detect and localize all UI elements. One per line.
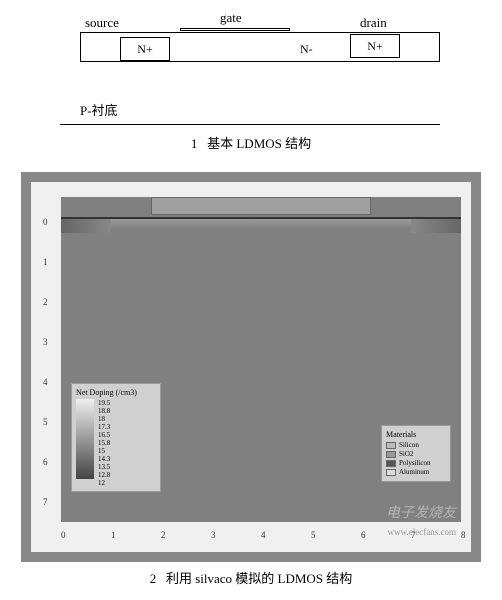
source-contact xyxy=(61,219,111,233)
doping-value: 18.8 xyxy=(98,407,110,415)
doping-value: 12 xyxy=(98,479,110,487)
doping-value: 19.5 xyxy=(98,399,110,407)
doping-value: 15.8 xyxy=(98,439,110,447)
doping-value: 13.5 xyxy=(98,463,110,471)
material-row: SiO2 xyxy=(386,450,446,458)
gate-electrode xyxy=(180,28,290,31)
y-tick: 2 xyxy=(43,297,48,307)
x-tick: 5 xyxy=(311,530,316,540)
nplus-drain-region: N+ xyxy=(350,34,400,58)
x-tick: 1 xyxy=(111,530,116,540)
x-tick: 8 xyxy=(461,530,466,540)
doping-value: 12.8 xyxy=(98,471,110,479)
substrate-line xyxy=(60,124,440,125)
simulation-area: Net Doping (/cm3) 19.518.81817.316.515.8… xyxy=(61,197,461,522)
doping-values: 19.518.81817.316.515.81514.313.512.812 xyxy=(98,399,110,487)
y-tick: 4 xyxy=(43,377,48,387)
y-tick: 5 xyxy=(43,417,48,427)
watermark: 电子发烧友 xyxy=(386,502,456,522)
x-tick: 3 xyxy=(211,530,216,540)
material-label: Silicon xyxy=(399,441,419,449)
silvaco-simulation-plot: Net Doping (/cm3) 19.518.81817.316.515.8… xyxy=(21,172,481,562)
x-tick: 2 xyxy=(161,530,166,540)
doping-value: 17.3 xyxy=(98,423,110,431)
gate-poly-region xyxy=(151,197,371,215)
surface-doping-band xyxy=(61,219,461,229)
x-tick: 0 xyxy=(61,530,66,540)
doping-legend: Net Doping (/cm3) 19.518.81817.316.515.8… xyxy=(71,383,161,492)
material-swatch xyxy=(386,460,396,467)
materials-legend-title: Materials xyxy=(386,430,446,439)
nminus-region: N- xyxy=(300,42,313,57)
fig2-caption: 2 利用 silvaco 模拟的 LDMOS 结构 xyxy=(20,568,482,587)
material-swatch xyxy=(386,442,396,449)
y-tick: 6 xyxy=(43,457,48,467)
material-row: Aluminum xyxy=(386,468,446,476)
doping-value: 15 xyxy=(98,447,110,455)
source-label: source xyxy=(85,15,119,31)
ldmos-structure-diagram: source gate drain N+ N- N+ P-衬底 1 基本 LDM… xyxy=(20,10,482,152)
material-label: Polysilicon xyxy=(399,459,431,467)
doping-legend-title: Net Doping (/cm3) xyxy=(76,388,156,397)
material-swatch xyxy=(386,469,396,476)
gate-label: gate xyxy=(220,10,242,26)
nplus-source-region: N+ xyxy=(120,37,170,61)
doping-gradient-bar xyxy=(76,399,94,479)
y-tick: 3 xyxy=(43,337,48,347)
material-row: Silicon xyxy=(386,441,446,449)
y-tick: 1 xyxy=(43,257,48,267)
x-tick: 4 xyxy=(261,530,266,540)
y-tick: 0 xyxy=(43,217,48,227)
x-tick: 6 xyxy=(361,530,366,540)
materials-legend: Materials SiliconSiO2PolysiliconAluminum xyxy=(381,425,451,482)
doping-value: 18 xyxy=(98,415,110,423)
doping-value: 16.5 xyxy=(98,431,110,439)
material-label: SiO2 xyxy=(399,450,413,458)
fig1-caption: 1 基本 LDMOS 结构 xyxy=(20,133,482,152)
ldmos-cross-section: source gate drain N+ N- N+ xyxy=(20,10,482,80)
y-tick: 7 xyxy=(43,497,48,507)
source-url: www.elecfans.com xyxy=(388,527,456,537)
drain-label: drain xyxy=(360,15,387,31)
material-row: Polysilicon xyxy=(386,459,446,467)
doping-value: 14.3 xyxy=(98,455,110,463)
material-label: Aluminum xyxy=(399,468,429,476)
drain-contact xyxy=(411,219,461,233)
plot-frame: Net Doping (/cm3) 19.518.81817.316.515.8… xyxy=(31,182,471,552)
substrate-label: P-衬底 xyxy=(80,103,118,118)
material-swatch xyxy=(386,451,396,458)
